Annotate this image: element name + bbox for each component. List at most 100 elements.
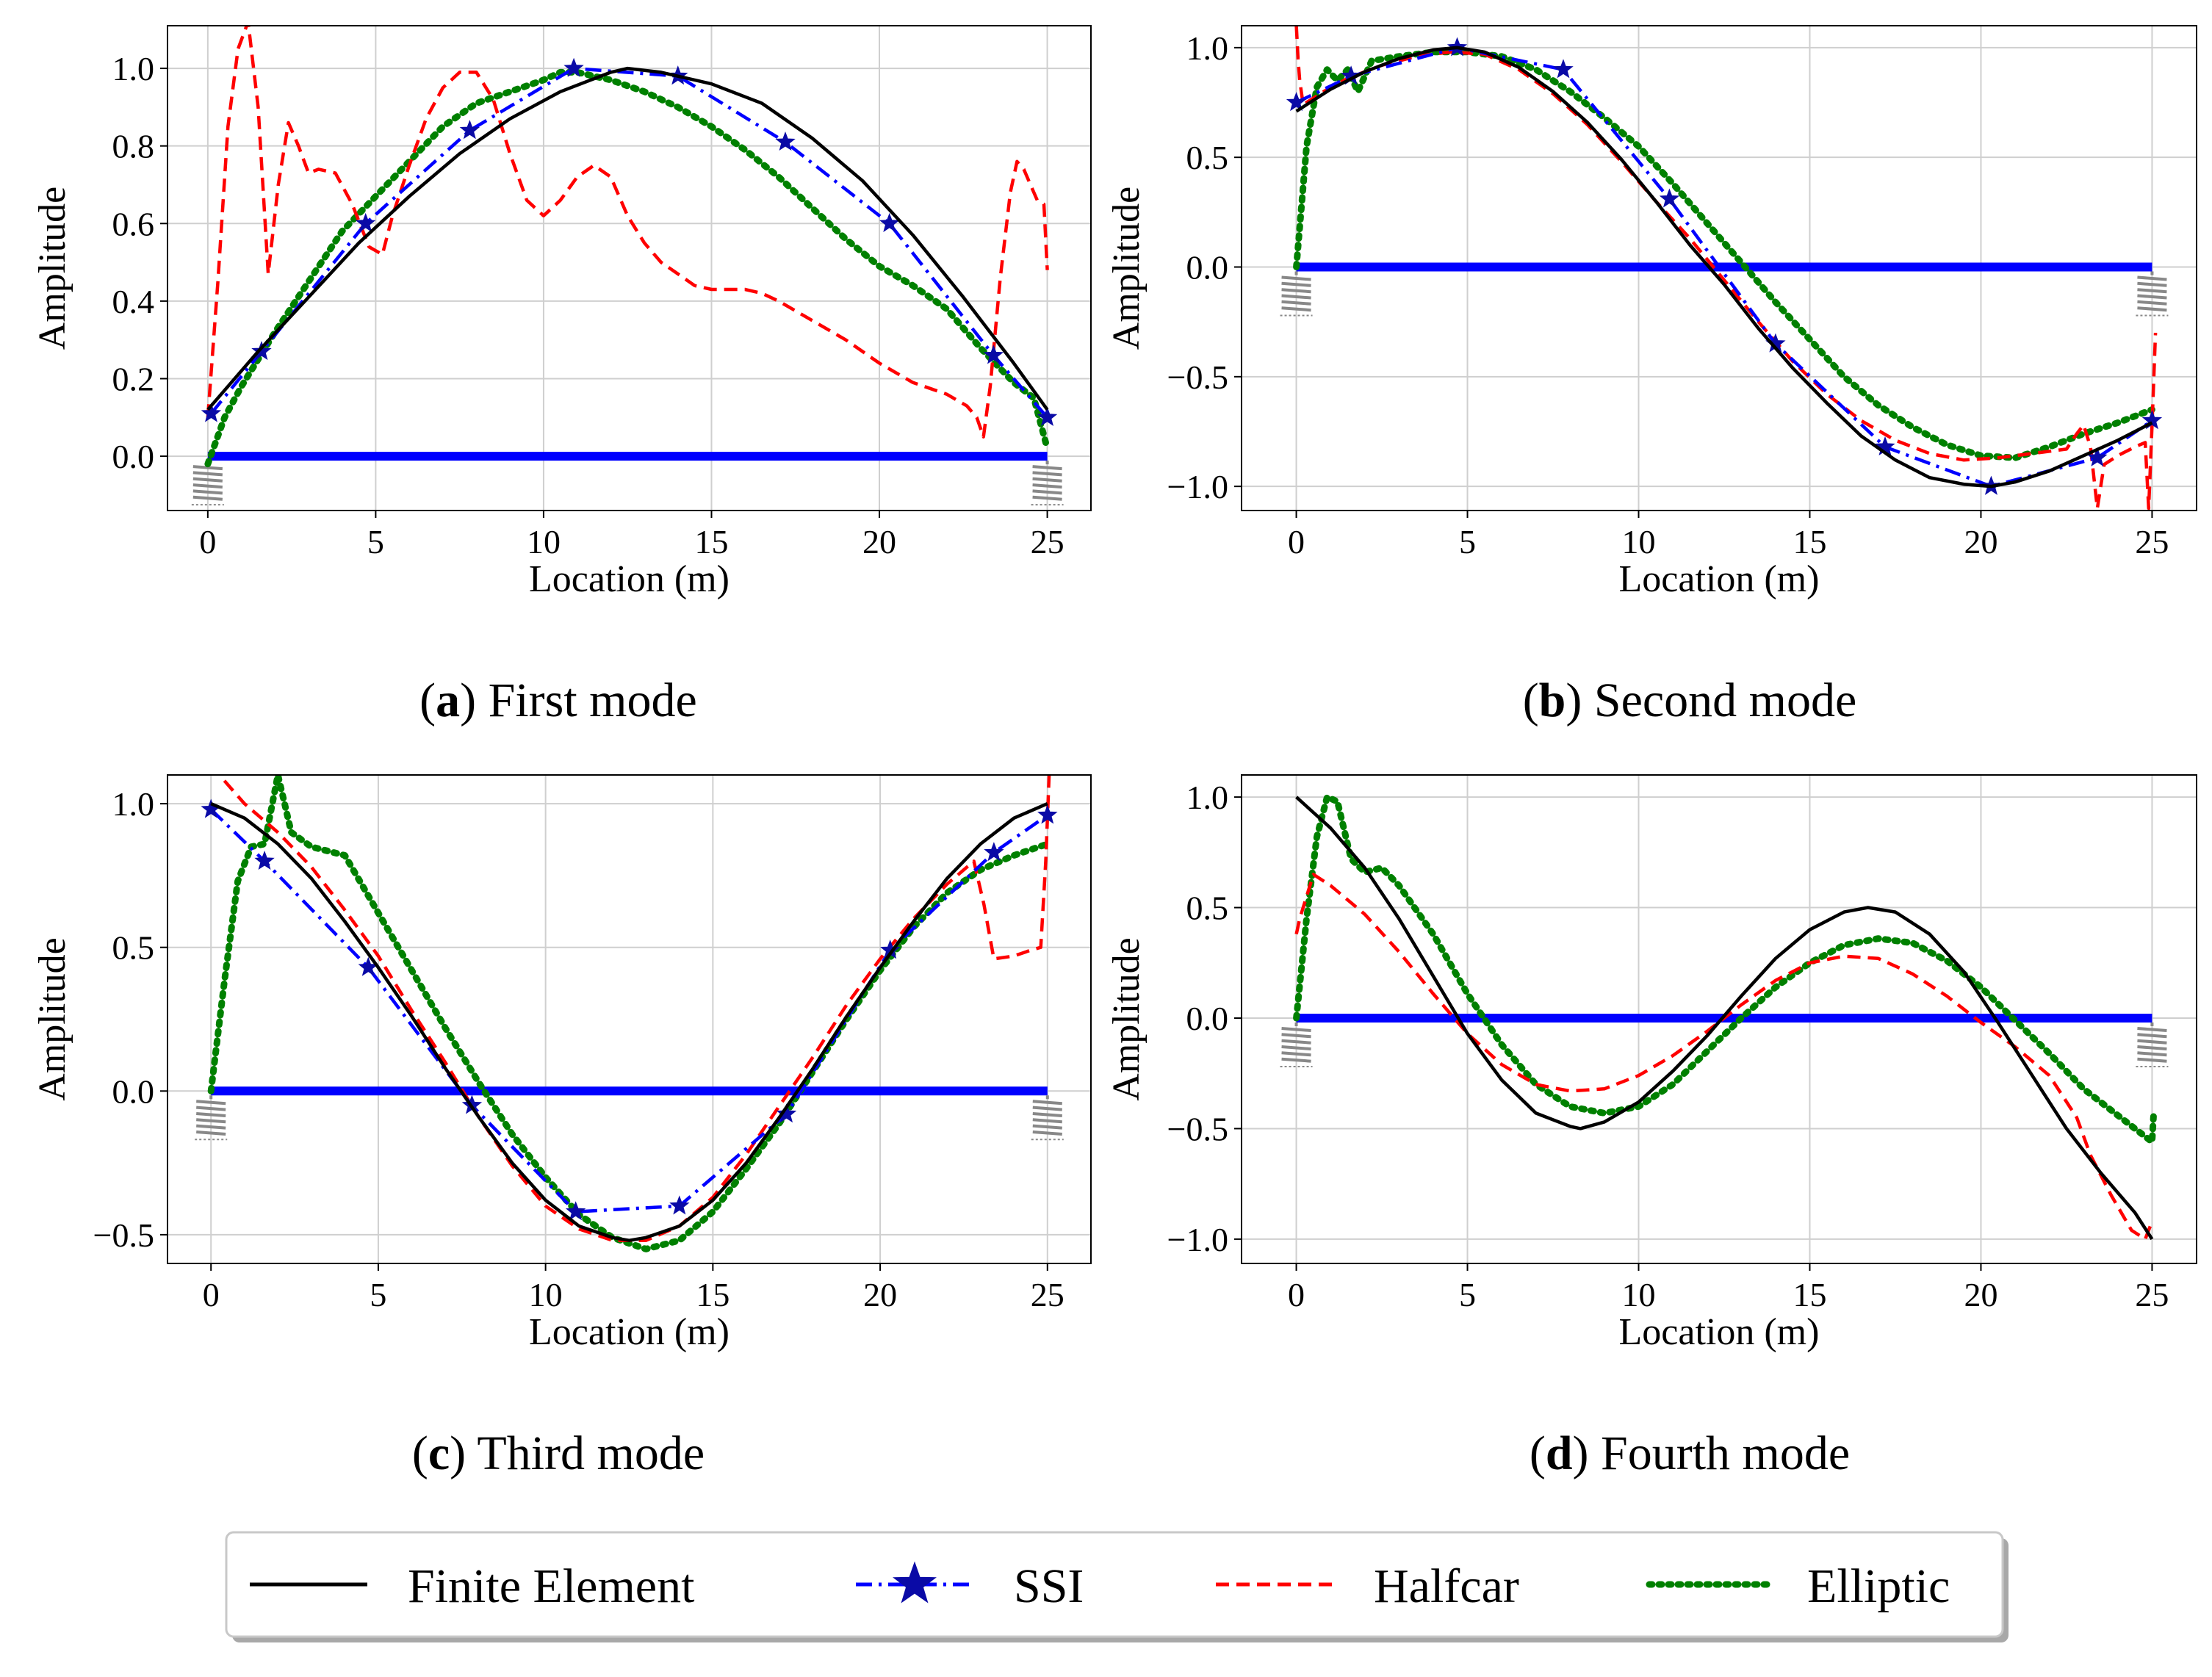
legend-entry-ssi: SSI [856, 1559, 1084, 1613]
beam-diagram [195, 1086, 1064, 1141]
ticks: 0 5 10 15 20 25 −0.5 0.0 0.5 1.0 [93, 785, 1064, 1313]
x-tick-label: 20 [1964, 523, 1997, 560]
y-tick-label: 1.0 [112, 50, 155, 87]
right-spring-support [1031, 1095, 1064, 1141]
x-tick-label: 25 [2135, 523, 2169, 560]
caption-letter-bold: b [1539, 674, 1566, 727]
x-tick-label: 25 [2135, 1276, 2169, 1313]
y-tick-label: −0.5 [1167, 1110, 1228, 1147]
x-tick-label: 5 [367, 523, 384, 560]
ssi-star-marker [1553, 59, 1574, 79]
ssi-star-marker [983, 345, 1004, 364]
x-tick-label: 25 [1031, 1276, 1064, 1313]
y-tick-label: −0.5 [1167, 358, 1228, 396]
series-elliptic-line [1293, 48, 2155, 461]
legend-label: Elliptic [1807, 1559, 1950, 1613]
caption-text: Second mode [1594, 674, 1856, 727]
x-tick-label: 0 [1288, 523, 1305, 560]
ssi-star-marker [1037, 406, 1058, 426]
ssi-star-marker [563, 57, 584, 77]
y-tick-label: 1.0 [112, 785, 155, 823]
y-tick-label: 0.5 [1186, 890, 1229, 927]
panel-d: 0 5 10 15 20 25 −1.0 −0.5 0.0 0.5 1.0 Location (m) A… [1106, 774, 2197, 1480]
panel-a: 0 5 10 15 20 25 0.0 0.2 0.4 0.6 0.8 1.0 Location (m)… [32, 25, 1092, 727]
gridlines [167, 775, 1091, 1263]
y-axis-label: Amplitude [32, 187, 73, 350]
panel-caption: (b) Second mode [1523, 674, 1857, 727]
y-tick-label: 1.0 [1186, 779, 1229, 816]
ssi-star-marker [1037, 804, 1058, 824]
x-tick-label: 10 [1622, 523, 1656, 560]
x-axis-label: Location (m) [529, 558, 729, 600]
series-ssi-line [209, 808, 1049, 1213]
series-group [201, 26, 1058, 468]
x-tick-label: 0 [203, 1276, 220, 1313]
legend-box [225, 1531, 2004, 1638]
y-tick-label: −1.0 [1167, 468, 1228, 505]
x-tick-label: 5 [370, 1276, 386, 1313]
ssi-star-marker [776, 1103, 797, 1123]
axes-frame [167, 774, 1092, 1264]
series-halfcar-line [1294, 873, 2154, 1241]
y-tick-label: 0.0 [112, 1072, 155, 1110]
series-finite-element-line [210, 802, 1048, 1242]
ssi-star-marker [251, 341, 272, 361]
y-axis-label: Amplitude [1106, 937, 1148, 1100]
right-spring-support [2136, 1023, 2169, 1067]
ticks: 0 5 10 15 20 25 −1.0 −0.5 0.0 0.5 1.0 [1167, 779, 2169, 1313]
ssi-star-marker [565, 1201, 586, 1221]
ssi-star-marker [879, 212, 900, 232]
ssi-star-marker [1659, 188, 1680, 208]
panel-b: 0 5 10 15 20 25 −1.0 −0.5 0.0 0.5 1.0 Location (m) A… [1106, 25, 2197, 727]
caption-letter-bold: a [436, 674, 460, 727]
x-tick-label: 5 [1459, 1276, 1476, 1313]
ssi-star-marker [459, 120, 480, 140]
series-group [1286, 26, 2163, 511]
caption-text: Fourth mode [1601, 1427, 1850, 1480]
series-group [201, 775, 1058, 1252]
series-elliptic-line [204, 68, 1051, 468]
ssi-star-marker [669, 1195, 690, 1215]
x-tick-label: 15 [1793, 1276, 1826, 1313]
caption-letter-close: ) [1566, 674, 1593, 727]
ssi-star-marker [2141, 410, 2163, 430]
ssi-star-marker [2087, 447, 2108, 466]
y-tick-label: 0.6 [112, 205, 155, 242]
x-tick-label: 20 [1964, 1276, 1997, 1313]
ssi-star-marker [984, 842, 1004, 862]
panel-c: 0 5 10 15 20 25 −0.5 0.0 0.5 1.0 Location (m) Ampli… [32, 774, 1092, 1480]
series-group [1293, 793, 2158, 1241]
x-tick-label: 10 [527, 523, 561, 560]
y-tick-label: 0.4 [112, 283, 155, 320]
x-tick-label: 0 [199, 523, 216, 560]
legend-entry-elliptic: Elliptic [1646, 1559, 1950, 1613]
y-tick-label: 0.5 [1186, 139, 1229, 176]
y-tick-label: 0.0 [112, 438, 155, 475]
y-tick-label: 0.5 [112, 929, 155, 967]
right-spring-support [2136, 271, 2169, 317]
y-tick-label: 0.8 [112, 128, 155, 165]
legend-label: Halfcar [1374, 1559, 1519, 1613]
y-tick-label: 0.0 [1186, 1000, 1229, 1037]
gridlines [167, 26, 1091, 511]
ssi-star-marker [254, 850, 275, 870]
x-tick-label: 20 [862, 523, 896, 560]
caption-letter-close: ) [460, 674, 488, 727]
x-tick-label: 20 [863, 1276, 897, 1313]
caption-letter-close: ) [450, 1427, 477, 1480]
ssi-star-marker [1286, 92, 1307, 112]
legend-label: SSI [1014, 1559, 1084, 1613]
x-tick-label: 15 [696, 1276, 729, 1313]
y-axis-label: Amplitude [1106, 187, 1148, 350]
y-tick-label: 0.2 [112, 360, 155, 397]
legend-star-marker [893, 1561, 937, 1604]
y-tick-label: 0.0 [1186, 249, 1229, 286]
x-tick-label: 25 [1031, 523, 1064, 560]
x-tick-label: 15 [1793, 523, 1826, 560]
series-finite-element-line [1295, 46, 2153, 488]
series-elliptic-line [1293, 793, 2158, 1145]
axes-frame [1241, 774, 2197, 1264]
caption-letter-close: ) [1573, 1427, 1601, 1480]
ssi-star-marker [775, 131, 796, 151]
